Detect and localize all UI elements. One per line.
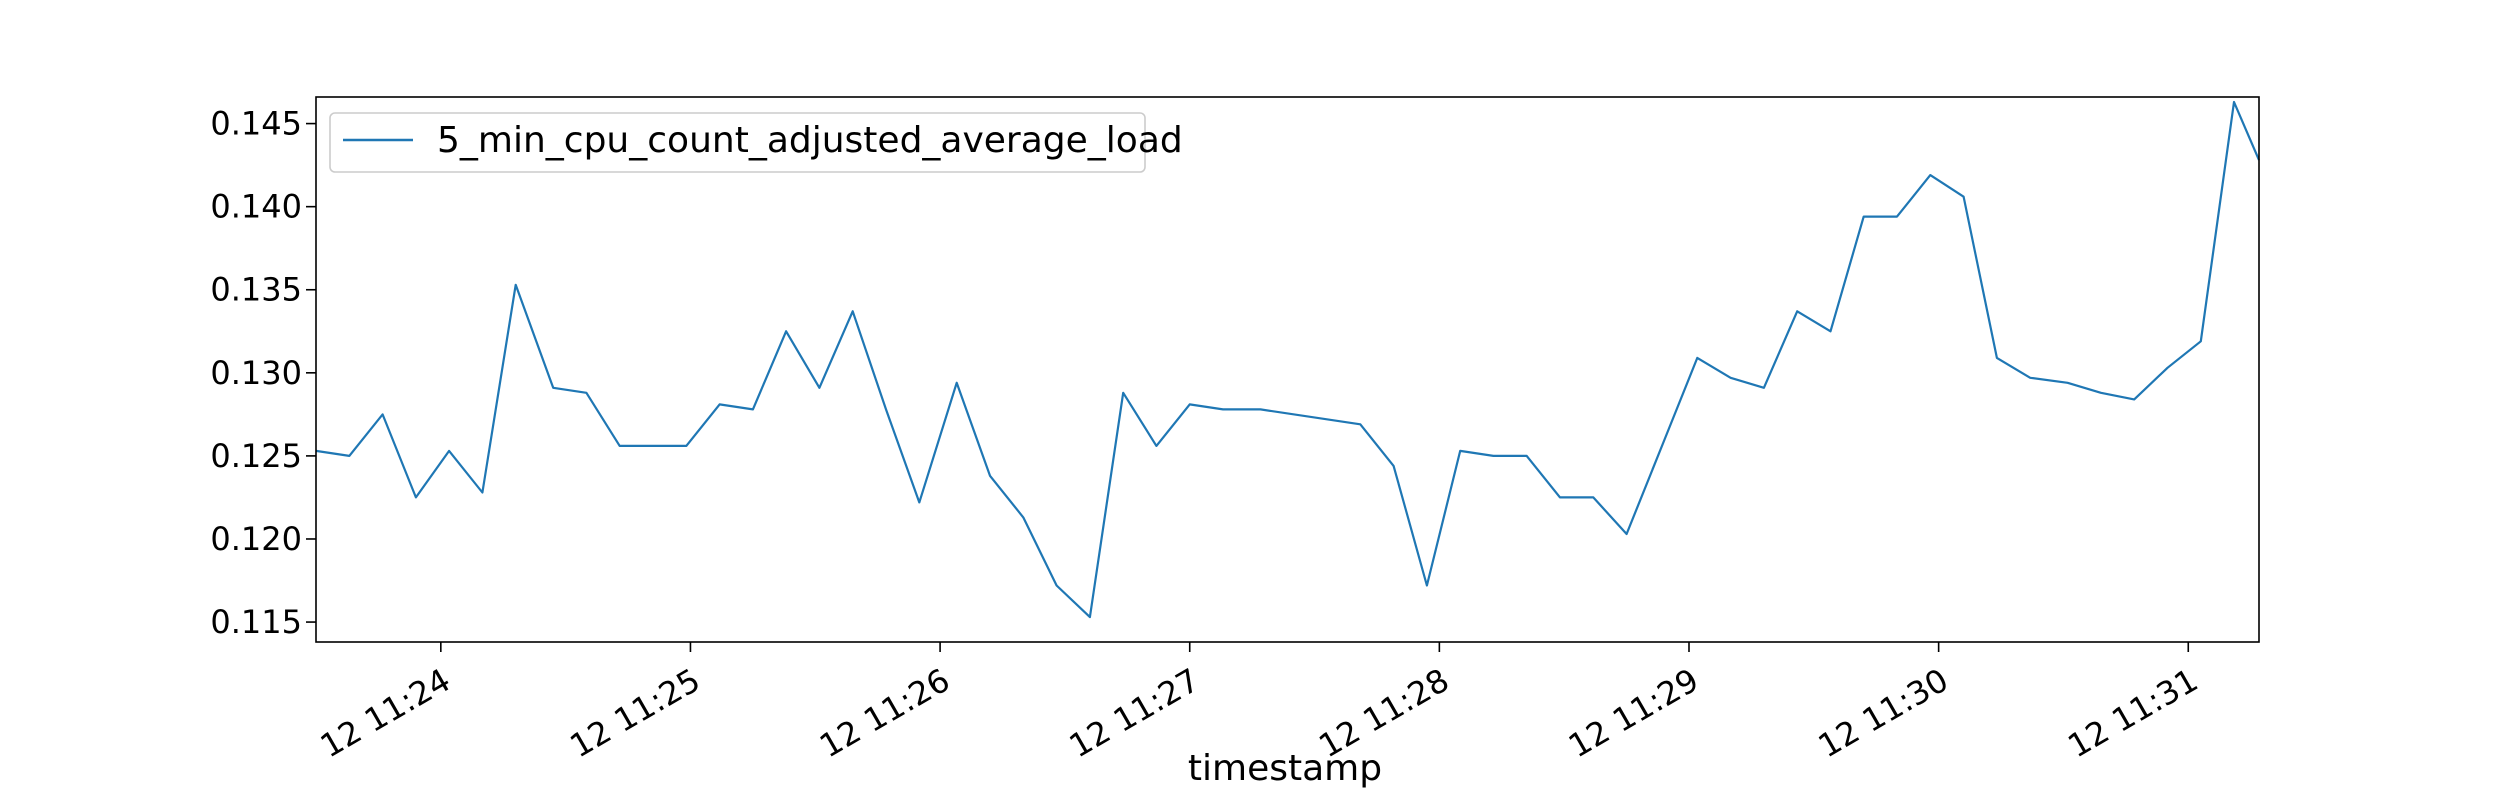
legend-label: 5_min_cpu_count_adjusted_average_load — [437, 120, 1183, 161]
y-tick-label: 0.130 — [210, 354, 302, 392]
y-tick-label: 0.120 — [210, 520, 302, 558]
y-tick-label: 0.140 — [210, 188, 302, 226]
legend: 5_min_cpu_count_adjusted_average_load — [330, 113, 1183, 172]
y-tick-label: 0.135 — [210, 271, 302, 309]
plot-area — [316, 97, 2259, 642]
x-axis-title: timestamp — [1188, 748, 1382, 789]
y-tick-label: 0.115 — [210, 603, 302, 641]
y-tick-label: 0.145 — [210, 105, 302, 143]
y-tick-label: 0.125 — [210, 437, 302, 475]
